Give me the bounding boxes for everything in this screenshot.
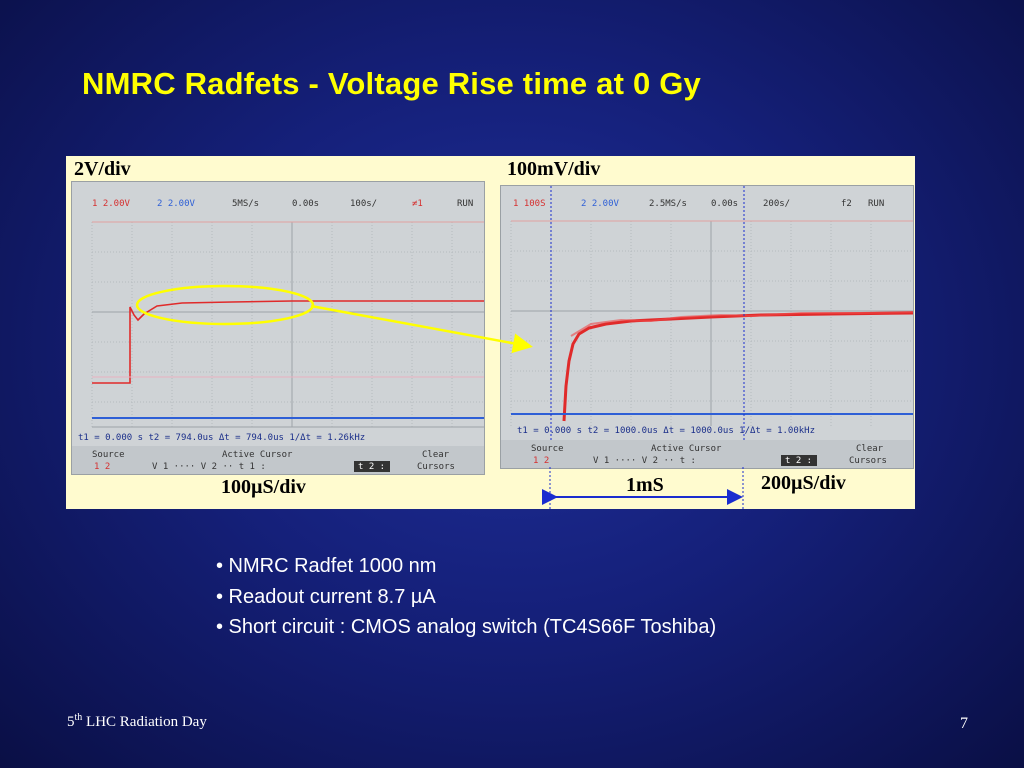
right-menu-clear: Clear: [856, 444, 884, 454]
left-ch2-readout: 2 2.00V: [157, 199, 196, 209]
page-number: 7: [960, 715, 968, 732]
bullet-short-circuit: • Short circuit : CMOS analog switch (TC…: [216, 616, 717, 638]
bullet-radfet: • NMRC Radfet 1000 nm: [216, 555, 437, 577]
left-menu-active-cursor: Active Cursor: [222, 450, 293, 460]
left-time-caption: 100µS/div: [221, 476, 306, 498]
left-menu-clear-cursors: Cursors: [417, 462, 455, 472]
right-trigger: f2: [841, 199, 852, 209]
footer-ordinal: 5: [67, 714, 75, 730]
right-run-status: RUN: [868, 199, 884, 209]
left-trigger: ≠1: [412, 199, 423, 209]
right-menu-source: Source: [531, 444, 564, 454]
right-menu-source-value: 1 2: [533, 456, 549, 466]
footer-event: 5th LHC Radiation Day: [67, 712, 207, 731]
left-sample-rate: 5MS/s: [232, 199, 259, 209]
right-offset: 0.00s: [711, 199, 738, 209]
bullet-list: • NMRC Radfet 1000 nm • Readout current …: [216, 551, 716, 643]
right-ch1-readout: 1 100S: [513, 199, 546, 209]
right-cursor-readout: t1 = 0.000 s t2 = 1000.0us Δt = 1000.0us…: [517, 426, 815, 436]
left-red-trace: [92, 300, 484, 384]
right-oscilloscope-screen: 1 100S 2 2.00V 2.5MS/s 0.00s 200s/ f2 RU…: [500, 185, 914, 469]
left-menu-clear: Clear: [422, 450, 450, 460]
right-time-caption: 200µS/div: [761, 472, 846, 494]
right-menu-clear-cursors: Cursors: [849, 456, 887, 466]
left-run-status: RUN: [457, 199, 473, 209]
right-menu-active-cursor: Active Cursor: [651, 444, 722, 454]
left-menu-t2: t 2 :: [358, 462, 385, 472]
highlight-ellipse: [135, 284, 315, 326]
right-timebase: 200s/: [763, 199, 790, 209]
oscilloscope-figure: 2V/div 100mV/div 1 2.00V 2 2.00V 5MS/s 0…: [66, 156, 915, 509]
right-sample-rate: 2.5MS/s: [649, 199, 687, 209]
left-cursor-readout: t1 = 0.000 s t2 = 794.0us Δt = 794.0us 1…: [78, 433, 365, 443]
right-menu-cursors: V 1 ···· V 2 ·· t :: [593, 456, 696, 466]
interval-caption: 1mS: [626, 474, 664, 496]
right-menu-t2: t 2 :: [785, 456, 812, 466]
left-menu-source: Source: [92, 450, 125, 460]
left-menu-source-value: 1 2: [94, 462, 110, 472]
footer-ordinal-suffix: th: [74, 712, 83, 723]
highlight-connector-arrow: [310, 304, 533, 354]
right-voltage-caption: 100mV/div: [507, 158, 601, 180]
right-ch2-readout: 2 2.00V: [581, 199, 620, 209]
left-menu-cursors: V 1 ···· V 2 ·· t 1 :: [152, 462, 266, 472]
left-voltage-caption: 2V/div: [74, 158, 131, 180]
bullet-readout-current: • Readout current 8.7 µA: [216, 585, 436, 608]
left-oscilloscope-screen: 1 2.00V 2 2.00V 5MS/s 0.00s 100s/ ≠1 RUN…: [71, 181, 485, 475]
left-timebase: 100s/: [350, 199, 377, 209]
left-offset: 0.00s: [292, 199, 319, 209]
footer-text: LHC Radiation Day: [82, 714, 207, 730]
left-ch1-readout: 1 2.00V: [92, 199, 131, 209]
slide-title: NMRC Radfets - Voltage Rise time at 0 Gy: [82, 66, 701, 101]
